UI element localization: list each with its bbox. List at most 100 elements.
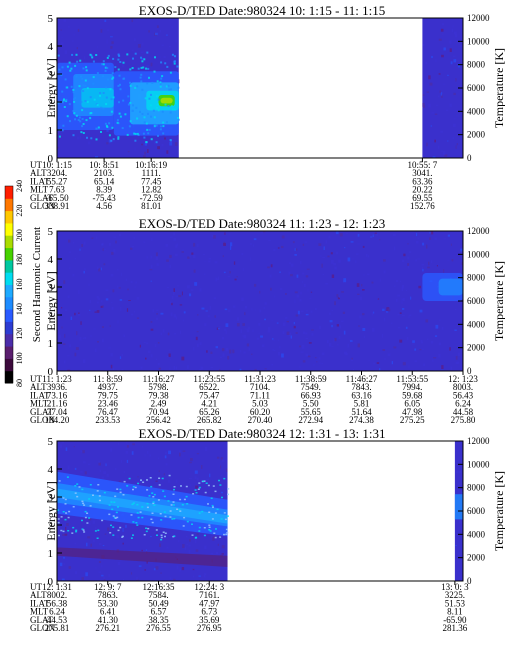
spectrogram-speckle <box>84 79 87 82</box>
ephemeris-value: 5798. <box>148 382 168 392</box>
spectrogram-speckle <box>202 480 205 482</box>
noise-pixel <box>322 256 326 259</box>
spectrogram-speckle <box>153 123 156 126</box>
spectrogram-speckle <box>81 125 84 128</box>
noise-pixel <box>127 151 130 153</box>
noise-pixel <box>338 335 341 340</box>
spectrogram-speckle <box>78 85 81 88</box>
spectrogram-speckle <box>62 511 65 513</box>
noise-pixel <box>358 325 361 327</box>
spectrogram-speckle <box>122 77 125 80</box>
noise-pixel <box>382 349 386 351</box>
noise-pixel <box>319 362 321 365</box>
noise-pixel <box>104 533 107 535</box>
noise-pixel <box>145 549 148 552</box>
colorbar-swatch <box>5 321 13 335</box>
noise-pixel <box>159 56 161 58</box>
noise-pixel <box>461 576 463 578</box>
noise-pixel <box>130 572 133 575</box>
noise-pixel <box>194 476 197 479</box>
spectrogram-speckle <box>155 124 158 127</box>
noise-pixel <box>433 357 437 359</box>
y-tick-label: 2 <box>48 310 54 322</box>
spectrogram-speckle <box>129 81 131 84</box>
noise-pixel <box>87 536 91 539</box>
noise-pixel <box>309 298 312 300</box>
noise-pixel <box>431 55 433 59</box>
spectrogram-speckle <box>62 497 65 499</box>
colorbar-swatch <box>5 284 13 298</box>
ephemeris-label: ILAT <box>30 390 50 400</box>
noise-pixel <box>159 543 162 547</box>
noise-pixel <box>57 146 59 149</box>
noise-pixel <box>232 305 236 308</box>
ephemeris-value: 47.98 <box>402 407 423 417</box>
spectrogram-speckle <box>58 480 61 482</box>
spectrogram-speckle <box>170 504 173 506</box>
noise-pixel <box>359 296 363 301</box>
spectrogram-speckle <box>104 122 107 125</box>
spectrogram-speckle <box>197 488 200 490</box>
noise-pixel <box>137 44 141 48</box>
noise-pixel <box>96 236 98 240</box>
noise-pixel <box>308 342 312 344</box>
spectrogram-speckle <box>96 104 99 106</box>
noise-pixel <box>243 351 246 354</box>
y-tick-label: 0 <box>48 153 54 165</box>
spectrogram-speckle <box>140 56 143 59</box>
spectrogram-speckle <box>151 81 154 84</box>
ephemeris-value: 11: 1:23 <box>42 374 72 384</box>
noise-pixel <box>421 263 425 266</box>
noise-pixel <box>162 329 165 333</box>
noise-pixel <box>171 295 174 300</box>
noise-pixel <box>150 280 152 282</box>
noise-pixel <box>445 109 449 112</box>
ephemeris-value: 1111. <box>142 168 161 178</box>
spectrogram-background <box>422 18 463 158</box>
noise-pixel <box>224 232 226 235</box>
noise-pixel <box>426 142 428 147</box>
spectrogram-speckle <box>173 535 176 537</box>
noise-pixel <box>421 266 423 270</box>
noise-pixel <box>222 255 224 258</box>
noise-pixel <box>157 146 160 150</box>
noise-pixel <box>258 322 261 326</box>
ephemeris-value: 272.94 <box>298 415 323 425</box>
spectrogram-speckle <box>105 103 108 106</box>
noise-pixel <box>260 335 263 338</box>
noise-pixel <box>103 576 105 580</box>
spectrogram-speckle <box>198 526 201 529</box>
y-tick-label: 1 <box>48 338 54 350</box>
spectrogram-speckle <box>81 488 84 491</box>
noise-pixel <box>311 329 314 331</box>
ephemeris-value: 66.93 <box>301 390 322 400</box>
noise-pixel <box>350 241 354 243</box>
noise-pixel <box>221 459 225 462</box>
spectrogram-speckle <box>157 98 160 101</box>
spectrogram-speckle <box>159 83 162 86</box>
spectrogram-speckle <box>74 64 77 67</box>
noise-pixel <box>371 281 374 284</box>
noise-pixel <box>141 549 143 552</box>
spectrogram-speckle <box>129 101 132 104</box>
noise-pixel <box>372 231 376 233</box>
noise-pixel <box>165 463 168 466</box>
noise-pixel <box>391 361 393 365</box>
noise-pixel <box>209 305 212 310</box>
noise-pixel <box>150 354 153 358</box>
colorbar-swatch <box>5 309 13 322</box>
noise-pixel <box>223 565 227 569</box>
noise-pixel <box>73 34 76 36</box>
y-tick-label: 4 <box>48 41 54 53</box>
spectrogram-speckle <box>69 120 71 123</box>
spectrogram-speckle <box>155 95 158 98</box>
noise-pixel <box>420 341 423 344</box>
noise-pixel <box>86 542 88 547</box>
noise-pixel <box>74 571 78 575</box>
spectrogram-speckle <box>163 495 166 498</box>
spectrogram-speckle <box>177 117 179 119</box>
noise-pixel <box>321 352 325 355</box>
spectrogram-speckle <box>198 482 201 484</box>
spectrogram-speckle <box>145 530 148 533</box>
noise-pixel <box>452 123 456 128</box>
